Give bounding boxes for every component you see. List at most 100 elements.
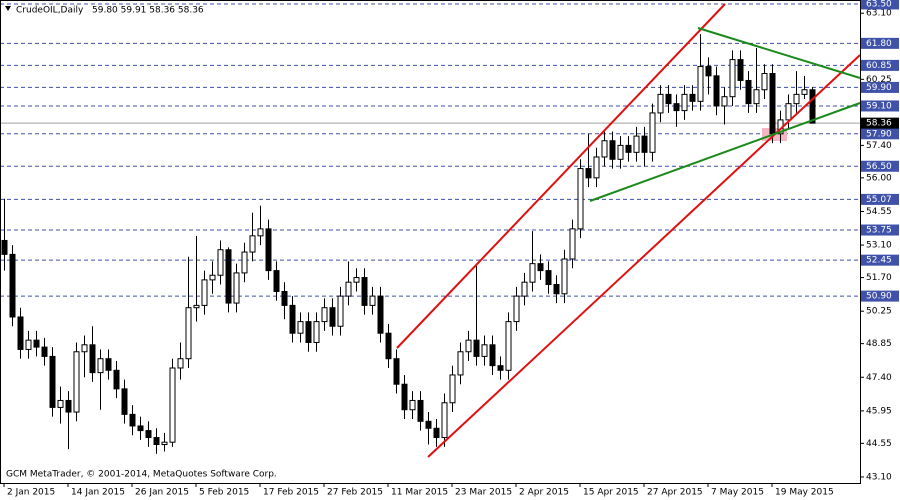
x-tick-label: 14 Jan 2015 (71, 488, 125, 498)
candle-body (361, 277, 368, 306)
x-tick-label: 27 Apr 2015 (647, 488, 703, 498)
candle-body (345, 281, 352, 297)
candle-body (697, 66, 704, 102)
triangle-upper (697, 27, 861, 79)
candle-body (689, 93, 696, 102)
candle-body (473, 339, 480, 357)
candle-body (609, 140, 616, 160)
candle-body (409, 399, 416, 411)
candle-body (57, 399, 64, 408)
candle-body (273, 270, 280, 292)
candle-body (257, 228, 264, 237)
candle-body (177, 358, 184, 369)
candle-body (337, 295, 344, 327)
footer: GCM MetaTrader, © 2001-2014, MetaQuotes … (6, 470, 277, 480)
x-tick-label: 2 Jan 2015 (7, 488, 55, 498)
menu-arrow[interactable] (5, 6, 11, 11)
y-tick-label: 57.40 (866, 141, 892, 151)
level-label: 60.85 (866, 61, 892, 71)
candle-body (417, 399, 424, 422)
candle-body (433, 427, 440, 439)
candle-body (633, 135, 640, 153)
level-label: 50.90 (866, 292, 892, 302)
candle-body (665, 93, 672, 105)
x-tick-label: 5 Feb 2015 (199, 488, 249, 498)
candle-body (33, 339, 40, 348)
level-label: 61.80 (866, 39, 892, 49)
candle-body (225, 249, 232, 304)
x-tick-label: 27 Feb 2015 (327, 488, 383, 498)
y-tick-label: 51.70 (866, 273, 892, 283)
candle-body (9, 253, 16, 318)
y-tick-label: 50.25 (866, 307, 892, 317)
candle-body (617, 144, 624, 160)
candle-body (737, 59, 744, 81)
candle-body (713, 75, 720, 107)
y-tick-label: 54.55 (866, 207, 892, 217)
level-tag (861, 224, 899, 236)
candle-body (537, 263, 544, 272)
candle-body (545, 270, 552, 286)
candle-body (497, 365, 504, 371)
candle-body (801, 89, 808, 95)
candle-body (329, 307, 336, 327)
candle-body (577, 168, 584, 230)
candle-body (233, 272, 240, 304)
candle-body (657, 93, 664, 114)
candle-body (641, 135, 648, 153)
candle-body (265, 228, 272, 272)
current-price-tag (861, 117, 899, 129)
candle-body (121, 388, 128, 415)
axes: 63.10 60.25 57.40 56.00 54.55 53.10 51.70 50.25… (3, 0, 899, 498)
y-tick-label: 60.25 (866, 75, 892, 85)
candle-body (649, 112, 656, 153)
y-tick-label: 53.10 (866, 241, 892, 251)
candle-body (353, 277, 360, 283)
candle-body (625, 144, 632, 153)
candle-body (465, 339, 472, 353)
candle-body (481, 344, 488, 357)
candle-body (153, 437, 160, 446)
candle-body (145, 430, 152, 439)
channel-lower (427, 54, 861, 458)
candle-body (17, 316, 24, 350)
candle-body (753, 89, 760, 105)
candle-body (681, 93, 688, 112)
candle-body (201, 279, 208, 306)
triangle-lower (589, 102, 861, 202)
candle-body (809, 89, 816, 124)
candle-body (89, 344, 96, 374)
level-label: 59.90 (866, 83, 892, 93)
y-tick-label: 56.00 (866, 173, 892, 183)
candle-body (593, 156, 600, 179)
level-label: 63.50 (866, 0, 892, 9)
candle-body (129, 413, 136, 427)
x-tick-label: 2 Apr 2015 (519, 488, 569, 498)
candle-body (425, 420, 432, 429)
candle-body (185, 307, 192, 360)
candle-body (113, 369, 120, 390)
candle-body (513, 295, 520, 323)
candle-body (441, 402, 448, 439)
candle-body (457, 351, 464, 376)
candle-body (673, 103, 680, 112)
candle-body (105, 358, 112, 371)
level-tag (861, 160, 899, 172)
candle-body (745, 79, 752, 105)
level-tag (861, 254, 899, 266)
x-tick-label: 7 May 2015 (711, 488, 764, 498)
candle-body (313, 321, 320, 343)
level-label: 53.75 (866, 226, 892, 236)
candle-body (1, 239, 8, 255)
candle-body (217, 249, 224, 276)
candle-body (769, 73, 776, 135)
candle-body (505, 321, 512, 371)
x-tick-label: 19 May 2015 (775, 488, 834, 498)
candle-body (169, 367, 176, 443)
candle-body (97, 358, 104, 374)
channel-upper (396, 3, 726, 349)
candle-body (41, 346, 48, 357)
candle-body (161, 441, 168, 446)
candle-body (489, 344, 496, 367)
